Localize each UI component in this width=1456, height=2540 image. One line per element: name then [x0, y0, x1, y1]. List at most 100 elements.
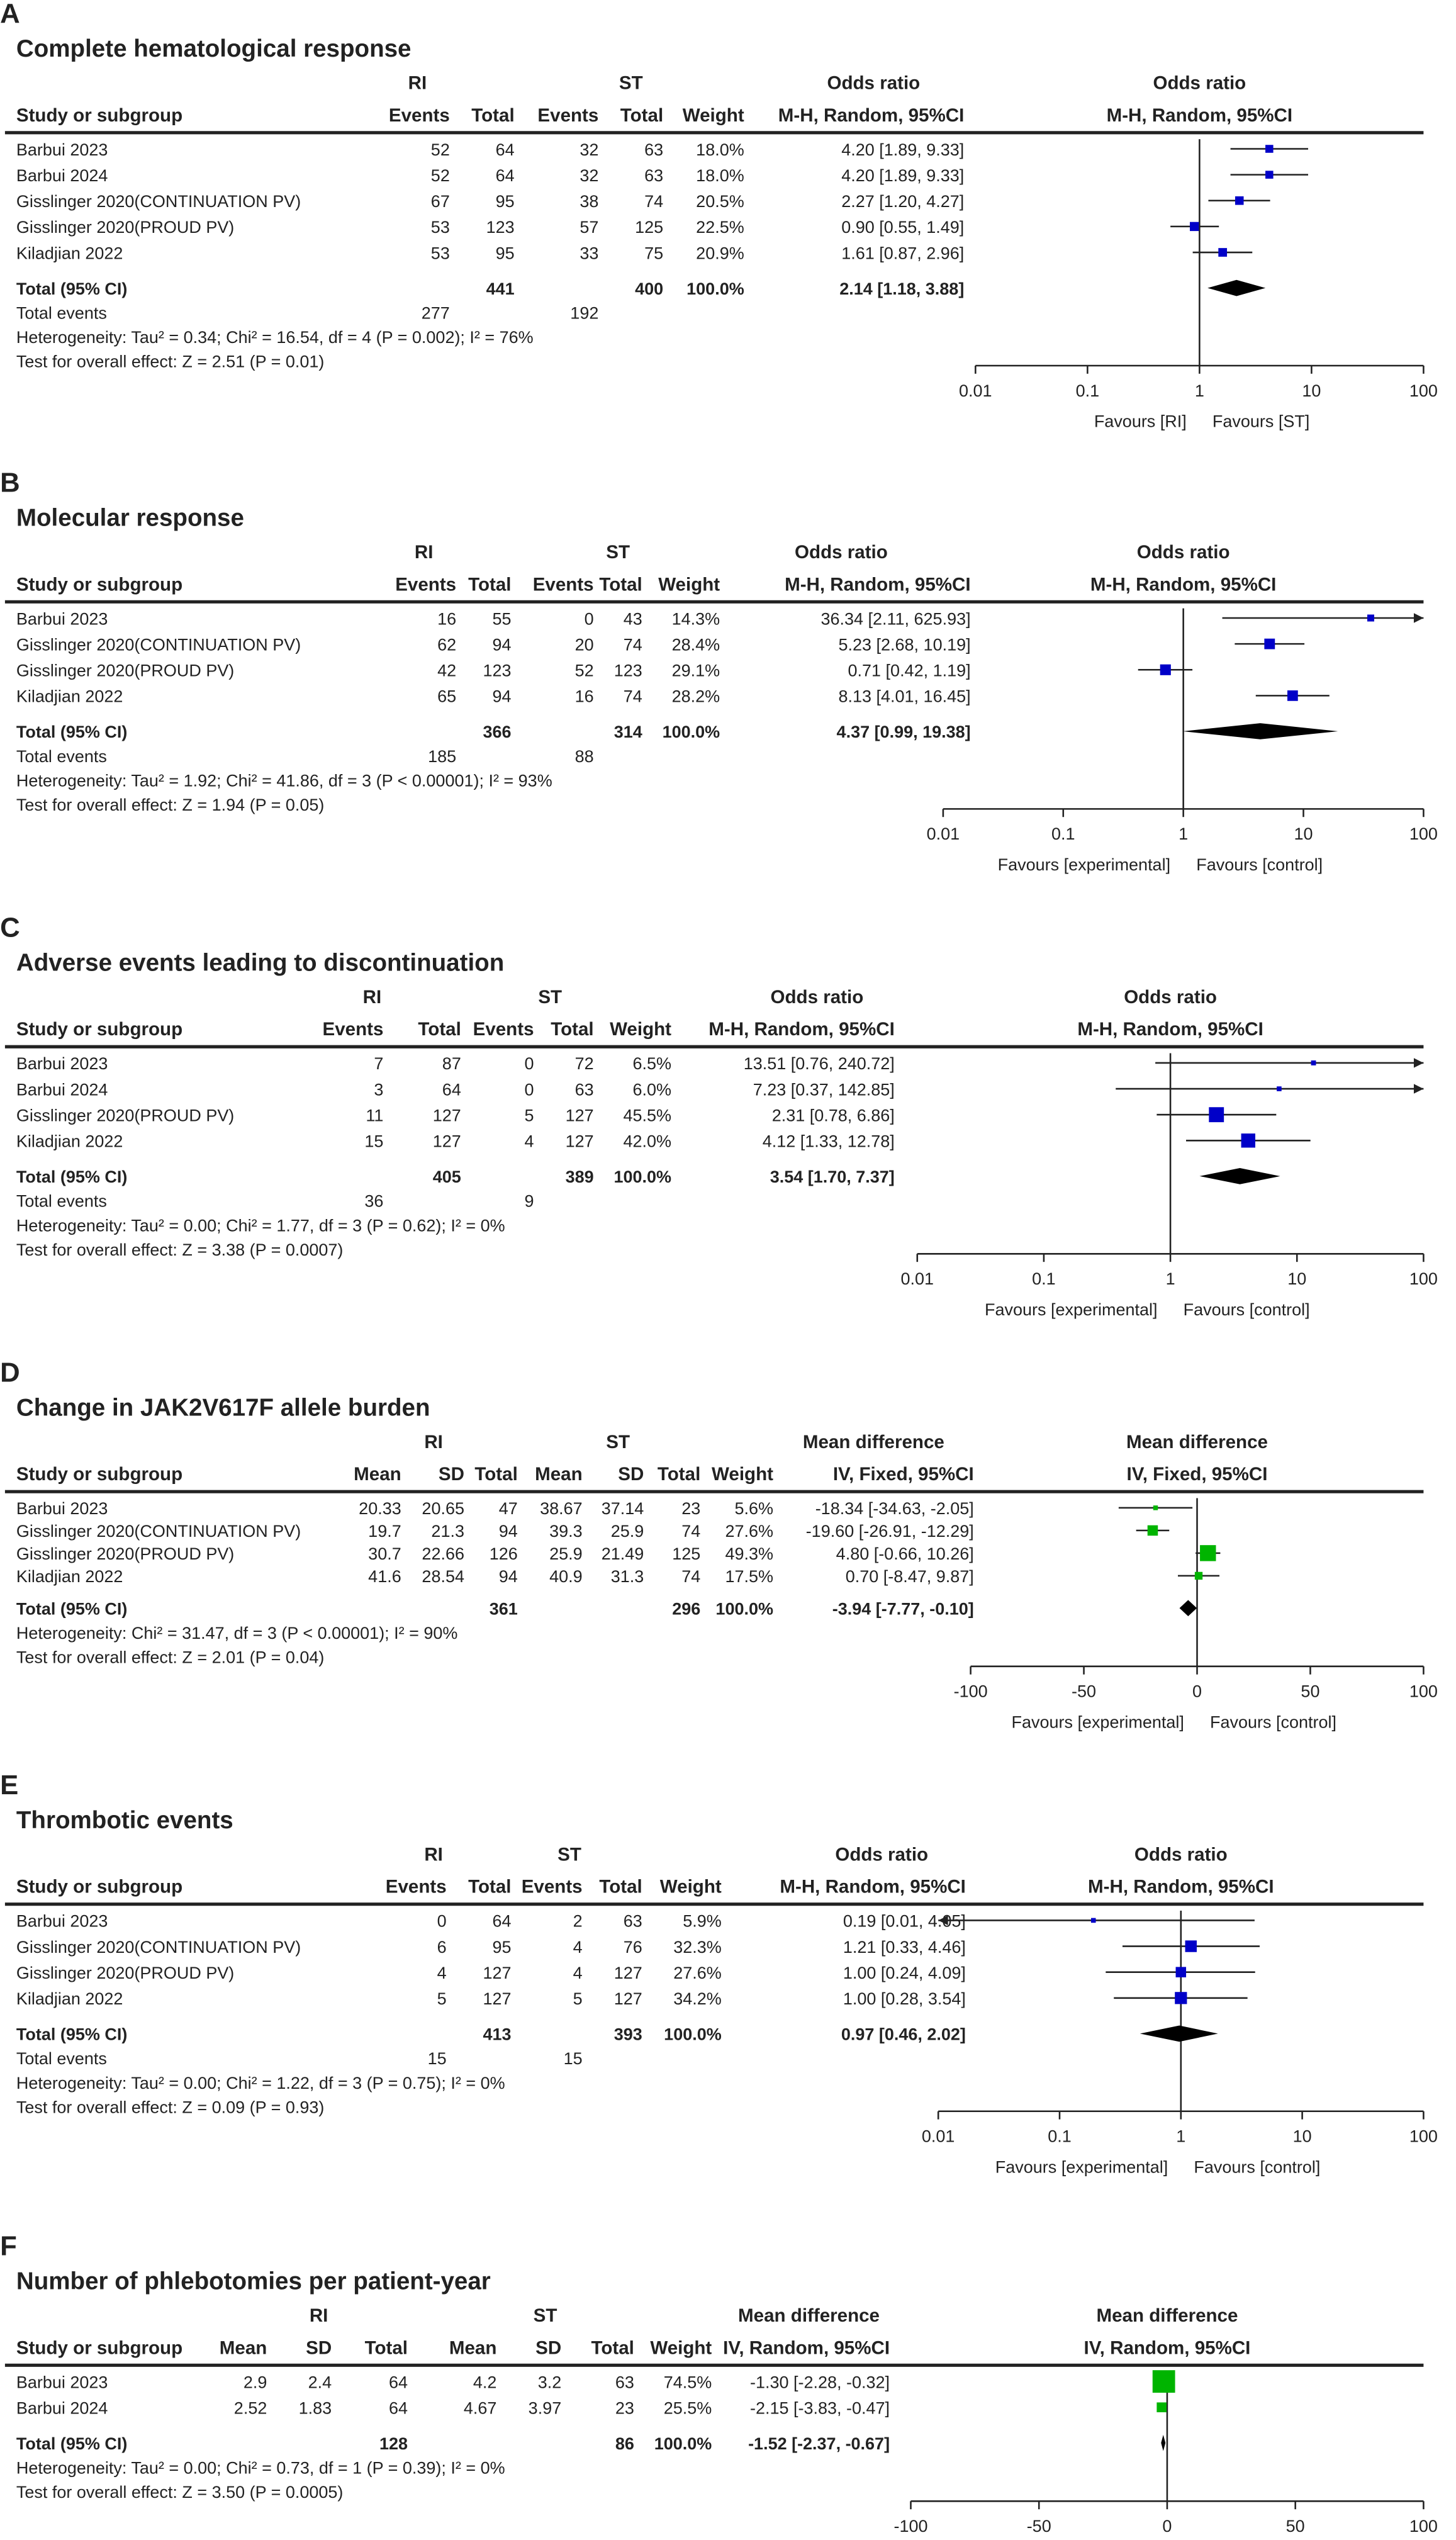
study-name: Kiladjian 2022	[16, 1989, 123, 2008]
cell-value: 63	[575, 1080, 594, 1099]
total-value: 314	[614, 722, 642, 741]
total-value: 100.0%	[663, 722, 720, 741]
effect-estimate: 4.80 [-0.66, 10.26]	[836, 1544, 974, 1563]
panel-title: Adverse events leading to discontinuatio…	[16, 949, 504, 976]
total-value: 128	[379, 2434, 408, 2453]
column-header: Weight	[658, 574, 720, 595]
cell-value: 74	[624, 635, 642, 654]
total-events-st: 88	[575, 747, 594, 766]
axis-tick-label: 50	[1286, 2517, 1305, 2536]
axis-tick-label: 0.01	[959, 381, 992, 400]
total-value: 296	[672, 1600, 700, 1619]
cell-value: 42.0%	[624, 1132, 672, 1151]
overall-effect-text: Test for overall effect: Z = 0.09 (P = 0…	[16, 2098, 324, 2116]
effect-header: Odds ratio	[835, 1844, 928, 1865]
total-events-ri: 277	[422, 303, 450, 322]
overall-effect-text: Test for overall effect: Z = 2.01 (P = 0…	[16, 1648, 324, 1667]
cell-value: 33	[580, 244, 598, 262]
total-value: 361	[490, 1600, 518, 1619]
heterogeneity-text: Heterogeneity: Tau² = 0.00; Chi² = 0.73,…	[16, 2459, 505, 2478]
axis-tick-label: 100	[1409, 1269, 1438, 1288]
point-estimate-square	[1265, 145, 1274, 153]
overall-effect-text: Test for overall effect: Z = 1.94 (P = 0…	[16, 795, 324, 814]
cell-value: 3	[374, 1080, 383, 1099]
panel-b: B Molecular response RI ST Odds ratio Odds ra…	[0, 467, 1438, 874]
column-header: Total	[471, 105, 514, 126]
total-value: 400	[635, 279, 663, 298]
cell-value: 20.33	[359, 1499, 401, 1518]
total-effect: 4.37 [0.99, 19.38]	[837, 722, 971, 741]
point-estimate-square	[1287, 690, 1298, 701]
table-row: Kiladjian 2022 41.6 28.54 94 40.9 31.3 74 17.5%…	[16, 1567, 974, 1586]
cell-value: 64	[496, 140, 515, 159]
group-label-st: ST	[606, 542, 630, 563]
group-label-ri: RI	[408, 72, 427, 93]
panel-f: F Number of phlebotomies per patient-year…	[0, 2231, 1438, 2536]
panel-c: C Adverse events leading to discontinuati…	[0, 912, 1438, 1319]
plot-effect-header: Odds ratio	[1137, 542, 1230, 563]
total-events-label: Total events	[16, 303, 107, 322]
point-estimate-square	[1160, 664, 1171, 675]
study-name: Barbui 2024	[16, 166, 108, 185]
cell-value: 126	[490, 1544, 518, 1563]
axis-tick-label: 100	[1409, 381, 1438, 400]
method-header: M-H, Random, 95%CI	[785, 574, 971, 595]
table-row: Barbui 2023 0 64 2 63 5.9% 0.19 [0.01, 4.05]	[16, 1912, 966, 1931]
cell-value: 125	[672, 1544, 700, 1563]
study-name: Barbui 2023	[16, 2373, 108, 2391]
effect-estimate: 2.27 [1.20, 4.27]	[841, 192, 964, 211]
cell-value: 123	[614, 661, 642, 680]
cell-value: 16	[575, 687, 594, 706]
point-estimate-square	[1194, 1571, 1203, 1580]
cell-value: 49.3%	[725, 1544, 773, 1563]
column-header: Weight	[650, 2337, 712, 2358]
point-estimate-square	[1241, 1133, 1255, 1148]
pooled-estimate-diamond	[1199, 1168, 1280, 1184]
effect-estimate: 1.00 [0.28, 3.54]	[843, 1989, 966, 2008]
column-header: Total	[658, 1464, 700, 1485]
cell-value: 4	[573, 1938, 583, 1957]
cell-value: 18.0%	[696, 140, 744, 159]
cell-value: 94	[499, 1522, 518, 1541]
point-estimate-square	[1152, 2370, 1175, 2393]
cell-value: 23	[615, 2398, 634, 2417]
cell-value: 4.67	[464, 2398, 497, 2417]
effect-estimate: 1.21 [0.33, 4.46]	[843, 1938, 966, 1957]
table-row: Gisslinger 2020(CONTINUATION PV) 19.7 21.3…	[16, 1522, 974, 1541]
cell-value: 52	[431, 140, 450, 159]
cell-value: 0	[437, 1912, 447, 1931]
total-label: Total (95% CI)	[16, 722, 127, 741]
column-header: Events	[386, 1877, 447, 1897]
column-header: Events	[389, 105, 450, 126]
column-header: Total	[468, 1877, 511, 1897]
cell-value: 19.7	[368, 1522, 401, 1541]
favours-left: Favours [experimental]	[998, 855, 1170, 874]
column-header: Mean	[535, 1464, 583, 1485]
cell-value: 95	[493, 1938, 512, 1957]
table-row: Gisslinger 2020(PROUD PV) 4 127 4 127 27.6% 1.…	[16, 1964, 966, 1982]
total-events-st: 9	[525, 1192, 534, 1211]
cell-value: 53	[431, 244, 450, 262]
table-row: Kiladjian 2022 15 127 4 127 42.0% 4.12 [1.33, …	[16, 1132, 895, 1151]
panel-title: Number of phlebotomies per patient-year	[16, 2268, 491, 2295]
cell-value: 76	[624, 1938, 642, 1957]
total-events-label: Total events	[16, 747, 107, 766]
study-name: Barbui 2023	[16, 1912, 108, 1931]
cell-value: 63	[624, 1912, 642, 1931]
cell-value: 37.14	[602, 1499, 644, 1518]
axis-tick-label: 50	[1301, 1682, 1319, 1701]
cell-value: 72	[575, 1054, 594, 1073]
axis-tick-label: 0	[1162, 2517, 1172, 2536]
cell-value: 32.3%	[673, 1938, 722, 1957]
column-header: Total	[599, 574, 642, 595]
effect-estimate: 1.00 [0.24, 4.09]	[843, 1964, 966, 1982]
effect-header: Odds ratio	[771, 987, 864, 1008]
effect-estimate: -2.15 [-3.83, -0.47]	[750, 2398, 890, 2417]
heterogeneity-text: Heterogeneity: Tau² = 0.34; Chi² = 16.54…	[16, 328, 534, 347]
total-events-label: Total events	[16, 2049, 107, 2068]
plot-method-header: M-H, Random, 95%CI	[1088, 1877, 1274, 1897]
cell-value: 6.0%	[633, 1080, 672, 1099]
total-events-ri: 185	[428, 747, 456, 766]
total-value: 413	[483, 2025, 511, 2044]
cell-value: 127	[614, 1989, 642, 2008]
